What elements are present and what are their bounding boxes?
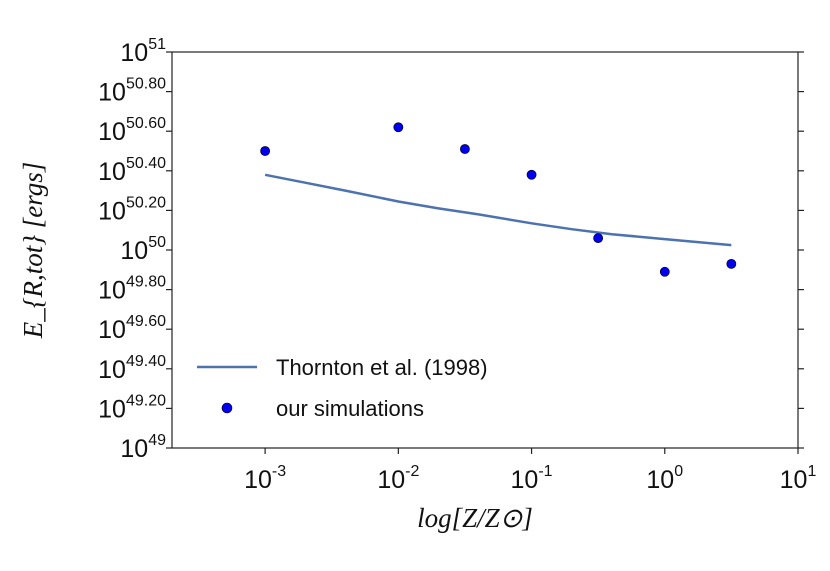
legend-label-simulations: our simulations [276,396,424,421]
y-tick-label: 1049.40 [98,353,166,384]
x-axis-title: log[Z/Z⊙] [417,503,533,533]
y-tick-label: 1050.20 [98,194,166,225]
y-tick-label: 1049.60 [98,313,166,344]
x-tick-label: 100 [646,463,683,494]
y-tick-label: 1049 [120,432,166,463]
x-axis-ticks: 10-3 10-2 10-1 100 101 [244,448,816,494]
y-axis-title: E_{R,tot} [ergs] [18,162,48,340]
y-axis-ticks: 1049 1049.20 1049.40 1049.60 1049.80 1050 1050… [98,36,804,463]
y-tick-label: 1050.60 [98,115,166,146]
y-tick-label: 1050.80 [98,76,166,107]
data-point-simulation [260,146,271,156]
y-tick-label: 1049.80 [98,274,166,305]
x-tick-label: 10-1 [511,463,553,494]
data-point-simulation [393,122,404,133]
legend-label-thornton: Thornton et al. (1998) [276,355,488,380]
y-tick-label: 1050 [120,234,166,265]
x-tick-label: 10-2 [377,463,419,494]
data-point-simulation [726,258,737,269]
data-point-simulation [659,266,670,277]
data-point-simulation [593,233,604,244]
series-line-thornton [264,173,732,247]
plot-area [171,51,799,449]
series-layer [260,122,737,277]
y-tick-label: 1051 [120,36,166,67]
y-tick-label: 1049.20 [98,392,166,423]
x-tick-label: 101 [780,463,817,494]
legend-dot-swatch [221,402,233,414]
x-tick-label: 10-3 [244,463,286,494]
data-point-simulation [526,169,537,180]
data-point-simulation [460,144,470,154]
y-tick-label: 1050.40 [98,155,166,186]
legend: Thornton et al. (1998) our simulations [197,355,488,421]
